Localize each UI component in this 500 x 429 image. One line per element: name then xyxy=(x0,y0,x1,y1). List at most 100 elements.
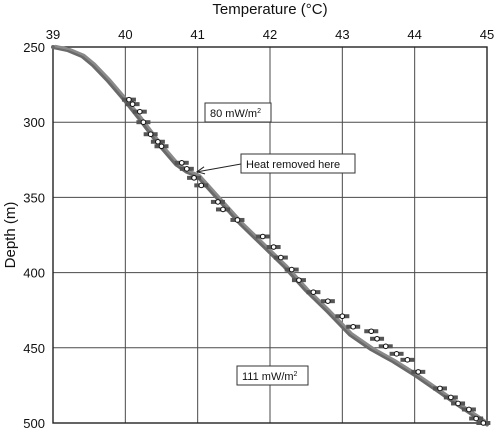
data-point xyxy=(400,357,415,363)
x-tick-label: 43 xyxy=(335,27,349,42)
point-marker xyxy=(234,217,241,223)
data-point xyxy=(443,394,458,401)
annotation-111-mw-box xyxy=(236,365,309,386)
data-point xyxy=(291,277,306,283)
data-point xyxy=(364,328,379,335)
point-marker xyxy=(473,415,479,422)
point-marker xyxy=(466,406,472,413)
y-tick-label: 450 xyxy=(23,341,45,356)
data-point xyxy=(306,289,321,295)
data-point xyxy=(461,406,476,413)
data-point xyxy=(284,266,299,273)
data-point xyxy=(136,119,151,125)
data-point xyxy=(432,385,447,392)
data-point xyxy=(370,335,385,342)
point-marker xyxy=(448,394,454,401)
point-marker xyxy=(325,298,331,304)
point-marker xyxy=(415,369,422,375)
point-marker xyxy=(339,313,346,320)
data-point xyxy=(143,131,158,138)
point-marker xyxy=(126,96,132,103)
annotation-80-mw-text: 80 mW/m2 xyxy=(210,108,261,120)
data-point xyxy=(320,298,335,304)
x-tick-label: 40 xyxy=(118,27,132,42)
data-point xyxy=(210,199,225,205)
plot-frame xyxy=(52,46,488,424)
point-marker xyxy=(437,385,443,392)
annotation-heat-removed: Heat removed here xyxy=(195,153,356,175)
y-axis-title: Depth (m) xyxy=(2,202,19,269)
point-marker xyxy=(374,335,380,342)
data-point xyxy=(451,400,466,407)
annotation-111-mw-value: 111 mW/m xyxy=(242,371,294,383)
data-point xyxy=(230,217,245,223)
data-point xyxy=(187,175,202,181)
data-point xyxy=(378,343,393,350)
data-point xyxy=(121,96,136,103)
point-marker xyxy=(184,166,190,172)
annotation-80-mw: 80 mW/m2 xyxy=(204,102,272,123)
point-marker xyxy=(178,160,185,166)
point-marker xyxy=(350,323,356,330)
point-marker xyxy=(455,400,461,407)
annotation-80-mw-box xyxy=(204,102,272,123)
data-point xyxy=(255,233,270,240)
point-marker xyxy=(480,420,487,426)
point-marker xyxy=(155,138,161,145)
data-point xyxy=(154,143,169,150)
point-marker xyxy=(382,343,389,350)
point-marker xyxy=(288,266,295,273)
data-point xyxy=(346,323,361,330)
annotation-80-mw-sup: 2 xyxy=(257,108,261,115)
data-point xyxy=(389,351,404,357)
data-point xyxy=(132,108,147,115)
point-marker xyxy=(393,351,400,357)
x-tick-label: 39 xyxy=(46,27,60,42)
point-marker xyxy=(296,277,302,283)
point-marker xyxy=(137,108,143,115)
profile-curve xyxy=(51,45,489,427)
point-marker xyxy=(259,233,266,240)
point-marker xyxy=(129,101,136,107)
x-tick-label: 44 xyxy=(407,27,421,42)
data-point xyxy=(125,101,140,107)
point-marker xyxy=(270,244,277,250)
data-point xyxy=(179,166,194,172)
y-tick-labels: 250 300 350 400 450 500 xyxy=(23,40,45,429)
x-tick-label: 45 xyxy=(480,27,494,42)
x-tick-label: 41 xyxy=(190,27,204,42)
point-marker xyxy=(191,175,197,181)
data-point xyxy=(194,182,209,189)
data-point xyxy=(411,369,426,375)
data-point xyxy=(266,244,281,250)
y-tick-label: 300 xyxy=(23,115,45,130)
annotation-heat-removed-box xyxy=(240,153,356,174)
annotation-heat-removed-arrow xyxy=(196,163,242,173)
point-marker xyxy=(140,119,147,125)
annotation-heat-removed-arrowhead xyxy=(195,166,206,175)
y-tick-label: 400 xyxy=(23,266,45,281)
point-marker xyxy=(215,199,221,205)
data-point xyxy=(469,415,484,422)
x-axis-title: Temperature (°C) xyxy=(212,1,327,18)
data-point xyxy=(215,206,230,213)
point-marker xyxy=(158,143,165,150)
point-marker xyxy=(147,131,154,138)
point-marker xyxy=(198,182,205,189)
data-point xyxy=(335,313,350,320)
x-tick-labels: 39 40 41 42 43 44 45 xyxy=(46,27,494,42)
annotation-111-mw: 111 mW/m2 xyxy=(236,365,309,386)
data-point xyxy=(174,160,189,166)
annotation-80-mw-value: 80 mW/m xyxy=(210,108,257,120)
annotation-111-mw-sup: 2 xyxy=(294,371,298,378)
data-point xyxy=(150,138,165,145)
point-marker xyxy=(404,357,411,363)
x-tick-label: 42 xyxy=(263,27,277,42)
point-marker xyxy=(310,289,317,295)
y-tick-label: 350 xyxy=(23,190,45,205)
point-marker xyxy=(220,206,226,213)
annotation-heat-removed-text: Heat removed here xyxy=(246,159,340,171)
measurement-markers xyxy=(121,96,491,426)
data-point xyxy=(273,254,288,261)
